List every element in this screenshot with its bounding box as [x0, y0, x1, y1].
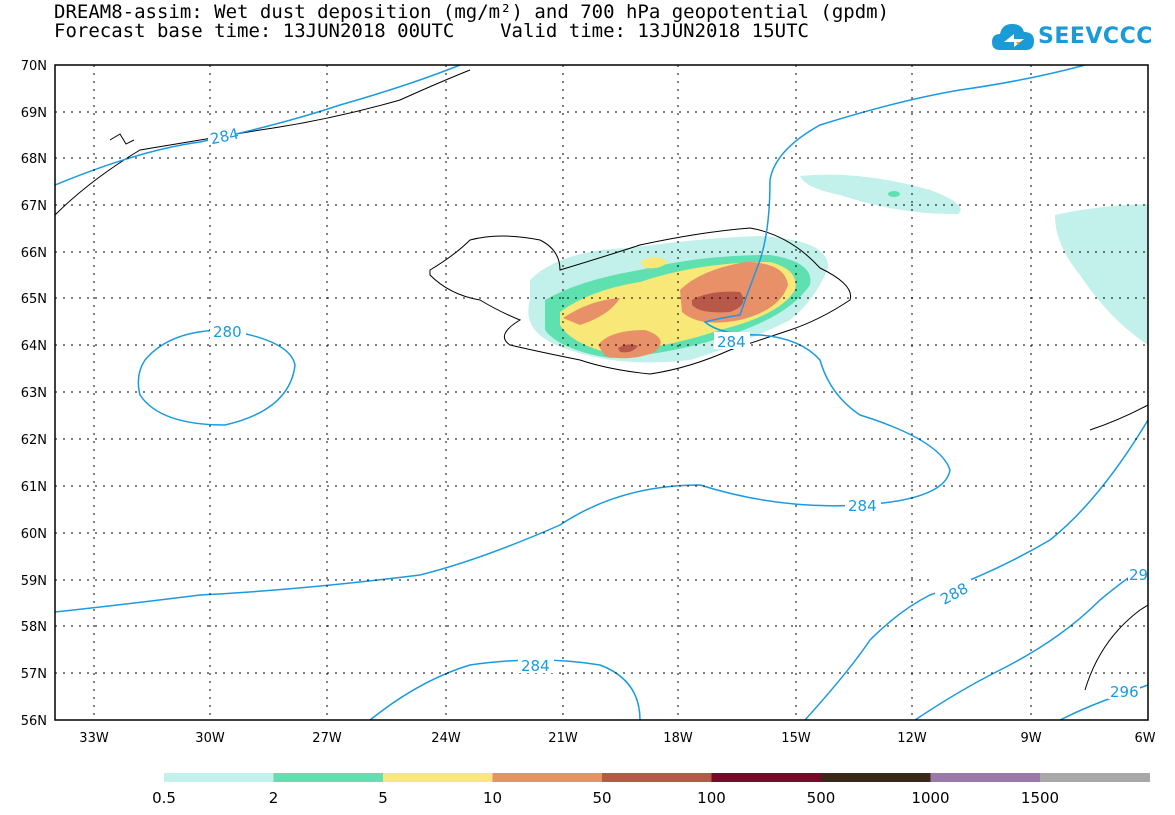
contour-label-280: 280 — [213, 323, 242, 341]
map-frame — [54, 64, 1149, 721]
contour-label-284-south: 284 — [848, 497, 877, 515]
legend-swatch — [602, 773, 712, 782]
contour-label-284-nw: 284 — [209, 125, 241, 149]
color-legend: 0.5 2 5 10 50 100 500 1000 1500 — [152, 773, 1150, 807]
contour-label-296: 296 — [1110, 683, 1139, 701]
lat-label: 70N — [21, 59, 47, 74]
longitude-labels: 33W 30W 27W 24W 21W 18W 15W 12W 9W 6W — [79, 731, 1155, 746]
lon-label: 33W — [79, 731, 109, 746]
lat-label: 60N — [21, 527, 47, 542]
legend-swatch — [383, 773, 493, 782]
lat-label: 64N — [21, 339, 47, 354]
lat-label: 66N — [21, 246, 47, 261]
legend-label: 5 — [378, 789, 388, 807]
lon-label: 15W — [781, 731, 811, 746]
lon-label: 6W — [1134, 731, 1155, 746]
legend-label: 2 — [269, 789, 279, 807]
legend-swatch — [1040, 773, 1150, 782]
legend-label: 1000 — [911, 789, 949, 807]
lat-label: 61N — [21, 480, 47, 495]
logo-text: SEEVCCC — [1038, 24, 1153, 49]
legend-swatch — [711, 773, 822, 782]
lon-label: 12W — [897, 731, 927, 746]
legend-label: 50 — [592, 789, 611, 807]
lat-label: 58N — [21, 620, 47, 635]
contour-labels: 284 280 284 284 284 288 29 296 — [208, 125, 1148, 701]
lat-label: 63N — [21, 386, 47, 401]
legend-label: 100 — [697, 789, 726, 807]
map-subtitle: Forecast base time: 13JUN2018 00UTC Vali… — [54, 20, 809, 42]
lon-label: 24W — [431, 731, 461, 746]
lat-label: 69N — [21, 106, 47, 121]
legend-swatch — [930, 773, 1041, 782]
legend-swatch — [164, 773, 274, 782]
lat-label: 65N — [21, 292, 47, 307]
legend-label: 10 — [483, 789, 502, 807]
legend-label: 0.5 — [152, 789, 176, 807]
coastlines — [55, 69, 1148, 691]
lat-label: 57N — [21, 667, 47, 682]
lat-label: 62N — [21, 433, 47, 448]
lon-label: 27W — [312, 731, 342, 746]
contour-label-284-bottom: 284 — [521, 657, 550, 675]
lon-label: 9W — [1020, 731, 1041, 746]
map-title: DREAM8-assim: Wet dust deposition (mg/m²… — [54, 1, 890, 23]
dust-deposition-layer — [528, 174, 1148, 363]
lat-label: 68N — [21, 152, 47, 167]
lat-label: 59N — [21, 574, 47, 589]
contour-label-29: 29 — [1129, 566, 1148, 584]
lon-label: 21W — [548, 731, 578, 746]
legend-swatch — [821, 773, 931, 782]
lat-label: 67N — [21, 199, 47, 214]
lon-label: 30W — [195, 731, 225, 746]
contour-label-284-iceland: 284 — [717, 333, 746, 351]
lon-label: 18W — [663, 731, 693, 746]
legend-label: 1500 — [1021, 789, 1059, 807]
legend-swatch — [492, 773, 603, 782]
seevccc-logo: SEEVCCC — [990, 20, 1153, 60]
latitude-labels: 70N 69N 68N 67N 66N 65N 64N 63N 62N 61N … — [21, 59, 47, 729]
legend-swatch — [273, 773, 384, 782]
legend-label: 500 — [807, 789, 836, 807]
cloud-icon — [992, 24, 1034, 50]
grid-lines — [55, 65, 1148, 720]
lat-label: 56N — [21, 714, 47, 729]
